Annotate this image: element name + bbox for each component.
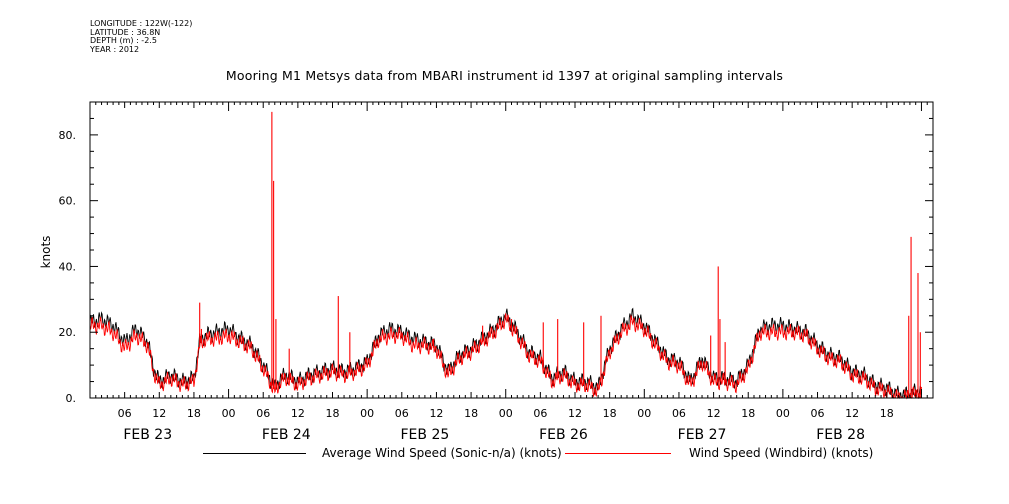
x-tick-label: 12 xyxy=(845,407,859,420)
series-line-windbird xyxy=(89,313,922,400)
x-tick-label: 06 xyxy=(672,407,686,420)
x-tick-label: 00 xyxy=(499,407,513,420)
x-date-label: FEB 27 xyxy=(678,427,727,443)
x-tick-label: 12 xyxy=(152,407,166,420)
x-date-label: FEB 28 xyxy=(816,427,865,443)
plot-series xyxy=(89,111,922,400)
x-tick-label: 12 xyxy=(707,407,721,420)
legend-label-average: Average Wind Speed (Sonic-n/a) (knots) xyxy=(322,446,562,460)
x-tick-label: 12 xyxy=(291,407,305,420)
depth-label: DEPTH (m) : -2.5 xyxy=(90,36,157,46)
year-label: YEAR : 2012 xyxy=(90,44,140,54)
legend-swatch-average xyxy=(203,453,306,454)
plot-frame xyxy=(89,101,934,399)
x-tick-label: 18 xyxy=(187,407,201,420)
legend-label-windbird: Wind Speed (Windbird) (knots) xyxy=(689,446,874,460)
x-tick-label: 00 xyxy=(360,407,374,420)
y-tick-label: 0. xyxy=(66,392,77,405)
series-line-average xyxy=(89,307,922,399)
x-tick-label: 00 xyxy=(222,407,236,420)
y-tick-label: 20. xyxy=(59,326,77,339)
x-tick-label: 06 xyxy=(118,407,132,420)
legend-swatch-windbird xyxy=(565,453,671,454)
x-date-label: FEB 26 xyxy=(539,427,588,443)
x-date-label: FEB 25 xyxy=(400,427,449,443)
axes: 0. 20. 40. 60. 80. 06 12 18 00 06 12 18 00 06 12 18 00 06… xyxy=(59,101,934,443)
longitude-label: LONGITUDE : 122W(-122) xyxy=(90,19,193,28)
x-tick-label: 18 xyxy=(880,407,894,420)
x-tick-label: 06 xyxy=(811,407,825,420)
x-tick-label: 06 xyxy=(533,407,547,420)
y-axis-label: knots xyxy=(39,236,53,269)
x-tick-label: 06 xyxy=(256,407,270,420)
x-tick-label: 18 xyxy=(464,407,478,420)
y-tick-label: 40. xyxy=(59,260,77,273)
x-tick-label: 00 xyxy=(776,407,790,420)
station-metadata: LONGITUDE : 122W(-122) LATITUDE : 36.8N … xyxy=(90,19,193,54)
chart-title: Mooring M1 Metsys data from MBARI instru… xyxy=(225,68,784,83)
x-date-label: FEB 23 xyxy=(123,427,172,443)
legend: Average Wind Speed (Sonic-n/a) (knots) W… xyxy=(0,444,1009,464)
x-tick-label: 12 xyxy=(429,407,443,420)
x-tick-label: 00 xyxy=(637,407,651,420)
x-tick-label: 18 xyxy=(326,407,340,420)
x-tick-label: 12 xyxy=(568,407,582,420)
y-tick-label: 80. xyxy=(59,129,77,142)
x-tick-label: 18 xyxy=(603,407,617,420)
latitude-label: LATITUDE : 36.8N xyxy=(90,27,161,37)
y-tick-label: 60. xyxy=(59,195,77,208)
x-tick-label: 18 xyxy=(741,407,755,420)
x-tick-label: 06 xyxy=(395,407,409,420)
x-date-label: FEB 24 xyxy=(262,427,311,443)
